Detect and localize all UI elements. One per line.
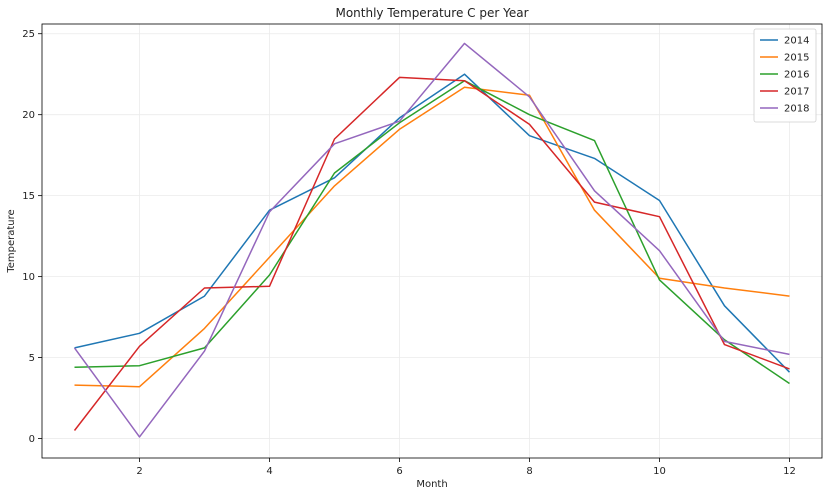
series-lines — [73, 42, 791, 438]
x-tick-label: 6 — [396, 466, 402, 477]
x-tick-label: 2 — [136, 466, 142, 477]
legend-label-2014: 2014 — [784, 36, 809, 47]
plot-frame — [41, 23, 823, 459]
chart-title: Monthly Temperature C per Year — [335, 6, 528, 20]
legend-label-2015: 2015 — [784, 53, 809, 64]
series-line-2016 — [74, 79, 790, 385]
legend-label-2017: 2017 — [784, 87, 809, 98]
y-tick-label: 10 — [22, 272, 35, 283]
x-tick-label: 12 — [783, 466, 796, 477]
series-line-2018 — [73, 42, 790, 438]
x-tick-label: 10 — [653, 466, 666, 477]
grid — [42, 24, 822, 458]
y-tick-label: 0 — [29, 434, 35, 445]
legend-box — [753, 28, 817, 123]
y-tick-label: 20 — [22, 110, 35, 121]
y-tick-label: 15 — [22, 191, 35, 202]
x-tick-label: 4 — [266, 466, 272, 477]
series-line-2015 — [74, 86, 790, 388]
legend: 2014 2015 2016 2017 2018 — [753, 28, 817, 123]
x-axis-ticks: 2 4 6 8 10 12 — [136, 458, 796, 477]
y-tick-label: 25 — [22, 29, 35, 40]
legend-label-2018: 2018 — [784, 104, 809, 115]
series-line-2014 — [74, 73, 791, 373]
legend-label-2016: 2016 — [784, 70, 809, 81]
x-axis-label: Month — [416, 479, 447, 490]
y-axis-label: Temperature — [6, 209, 17, 273]
y-axis-ticks: 0 5 10 15 20 25 — [22, 29, 42, 445]
y-tick-label: 5 — [29, 353, 35, 364]
x-tick-label: 8 — [526, 466, 532, 477]
series-line-2017 — [73, 76, 790, 431]
